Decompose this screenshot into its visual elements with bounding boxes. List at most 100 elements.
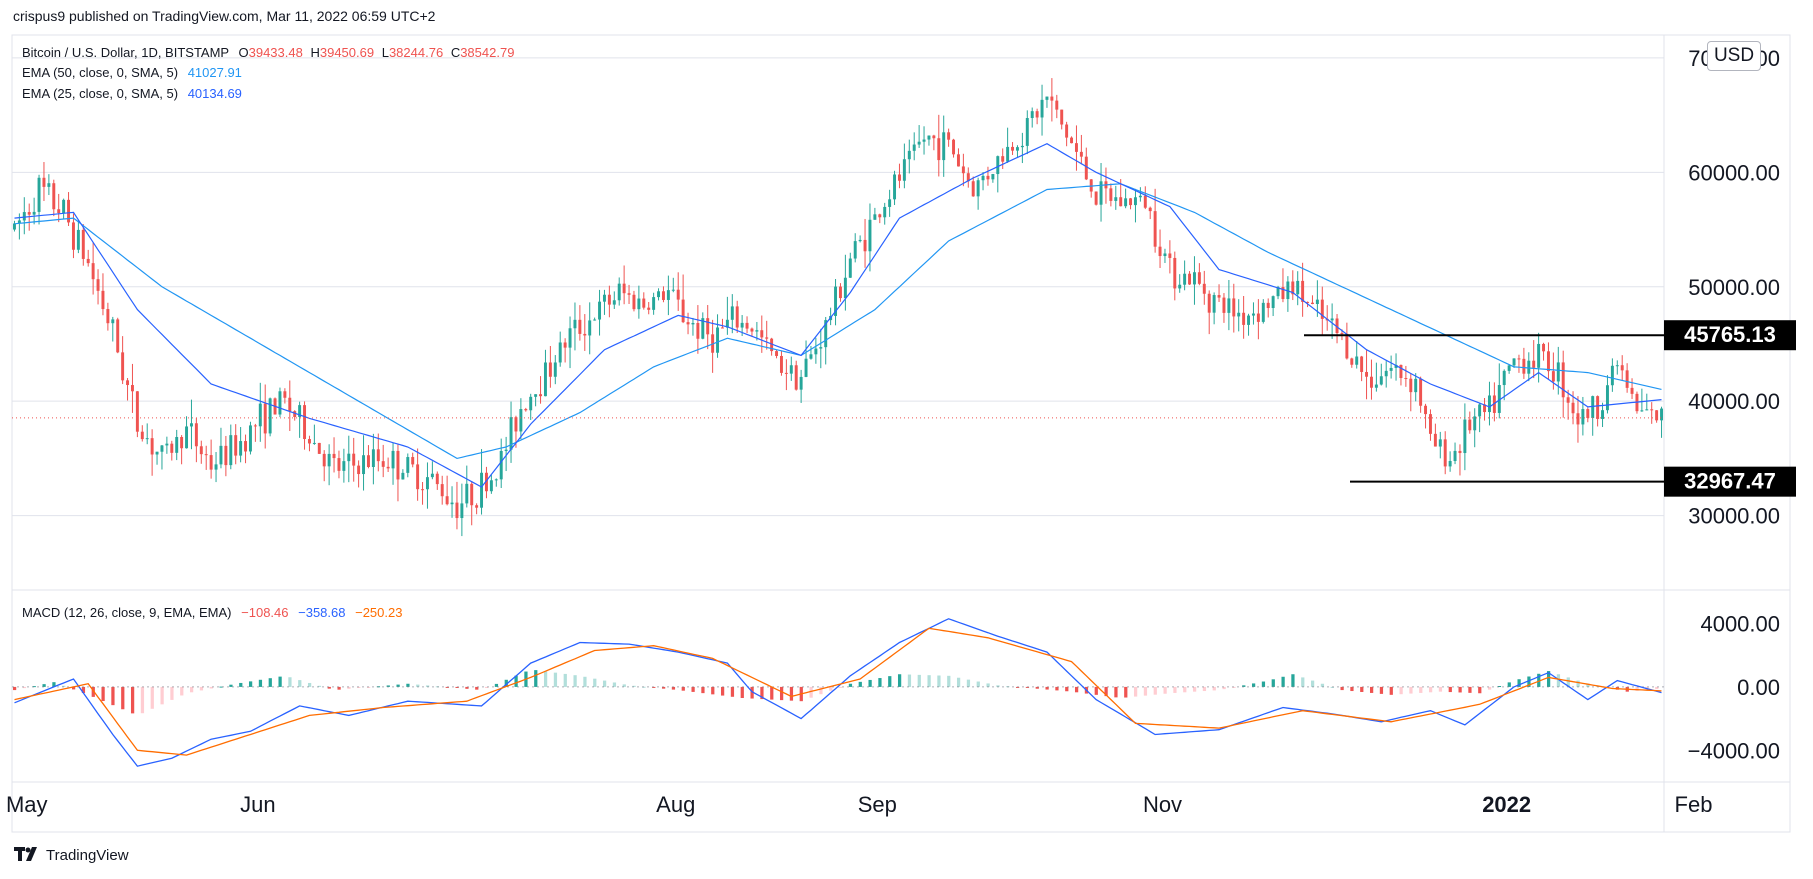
price-axis[interactable]: 70000.0060000.0050000.0040000.0030000.00… — [1688, 46, 1780, 763]
candle-body — [298, 405, 302, 417]
candle-body — [1276, 287, 1280, 297]
candle-body — [248, 425, 252, 452]
candle-body — [126, 380, 130, 386]
candle-body — [716, 327, 720, 353]
candle-body — [1055, 100, 1059, 110]
macd-hist-bar — [829, 686, 833, 691]
macd-hist-bar — [229, 684, 233, 687]
candle-body — [494, 479, 498, 481]
macd-hist-bar — [858, 681, 862, 687]
candle-body — [1217, 295, 1221, 298]
candle-body — [1045, 96, 1049, 100]
candle-body — [568, 328, 572, 348]
candle-body — [524, 409, 528, 411]
candle-body — [460, 503, 464, 519]
macd-hist-bar — [1124, 686, 1128, 698]
candle-body — [661, 291, 665, 300]
candle-body — [873, 214, 877, 220]
candle-body — [1040, 99, 1044, 118]
macd-hist-bar — [1310, 680, 1315, 687]
macd-hist-bar — [1360, 686, 1364, 692]
time-axis[interactable]: May Jun Aug Sep Nov 2022 Feb — [6, 792, 1712, 817]
candle-body — [1251, 313, 1255, 316]
candle-body — [27, 212, 31, 215]
macd-hist-bar — [180, 686, 184, 696]
candle-body — [1379, 376, 1383, 385]
candle-body — [1153, 211, 1157, 247]
candle-body — [897, 174, 901, 181]
candle-body — [229, 435, 233, 466]
candle-body — [371, 449, 375, 468]
candle-body — [180, 436, 184, 449]
macd-hist-bar — [1537, 673, 1541, 687]
candle-body — [1345, 333, 1349, 359]
candle-body — [893, 174, 897, 200]
macd-hist-bar — [553, 672, 558, 687]
macd-hist-bar — [1340, 686, 1344, 691]
candle-body — [853, 241, 857, 259]
macd-hist-bar — [1163, 686, 1167, 694]
macd-hist-bar — [1153, 686, 1157, 695]
candle-body — [470, 483, 474, 506]
candle-body — [622, 283, 626, 294]
candle-body — [1419, 378, 1423, 406]
macd-hist-bar — [1419, 686, 1423, 693]
candle-body — [391, 450, 395, 469]
macd-hist-bar — [130, 686, 135, 714]
price-tick-label: 60000.00 — [1688, 160, 1780, 185]
candle-body — [578, 319, 582, 334]
macd-hist-bar — [593, 678, 597, 687]
macd-hist-bar — [1428, 686, 1433, 693]
macd-hist-bar — [1143, 686, 1148, 696]
macd-hist-bar — [1507, 682, 1511, 687]
candle-body — [1546, 351, 1550, 372]
candle-body — [293, 411, 297, 417]
candle-body — [1502, 370, 1506, 386]
candle-body — [1650, 409, 1654, 411]
candle-body — [760, 330, 764, 338]
candle-body — [1350, 358, 1354, 365]
candle-body — [834, 286, 838, 316]
macd-hist-bar — [199, 686, 204, 691]
candle-body — [283, 391, 287, 398]
macd-hist-bar — [1320, 683, 1325, 687]
candle-body — [12, 223, 16, 230]
macd-hist-bar — [268, 678, 272, 687]
macd-hist-bar — [337, 686, 341, 690]
candle-body — [1173, 257, 1177, 289]
currency-badge[interactable]: USD — [1707, 41, 1761, 71]
candle-body — [740, 322, 744, 328]
candle-body — [1192, 272, 1196, 285]
candle-body — [421, 489, 425, 491]
candle-body — [676, 289, 680, 300]
candle-body — [706, 318, 710, 335]
candle-body — [175, 436, 179, 453]
candle-body — [352, 453, 356, 466]
macd-hist-bar — [917, 674, 921, 687]
candle-body — [396, 450, 400, 480]
macd-hist-bar — [878, 678, 882, 687]
candle-body — [145, 438, 149, 440]
macd-hist-bar — [298, 680, 302, 687]
candle-body — [745, 322, 749, 329]
candle-body — [1355, 356, 1359, 365]
macd-hist-bar — [1517, 679, 1521, 687]
candle-body — [312, 442, 316, 444]
candle-body — [1138, 195, 1142, 198]
candle-body — [52, 183, 56, 210]
legend-high-label: H — [310, 45, 320, 60]
candle-body — [789, 365, 793, 374]
macd-hist-bar — [219, 686, 223, 688]
candle-body — [1389, 367, 1393, 371]
candle-body — [750, 328, 754, 332]
candle-body — [543, 362, 547, 397]
macd-line — [14, 618, 1662, 767]
candle-body — [268, 398, 272, 434]
candle-body — [1020, 145, 1024, 148]
candle-body — [814, 348, 818, 355]
candle-body — [67, 199, 71, 223]
candle-body — [838, 286, 842, 299]
ema25-value: 40134.69 — [187, 86, 242, 101]
macd-hist-bar — [121, 686, 125, 710]
